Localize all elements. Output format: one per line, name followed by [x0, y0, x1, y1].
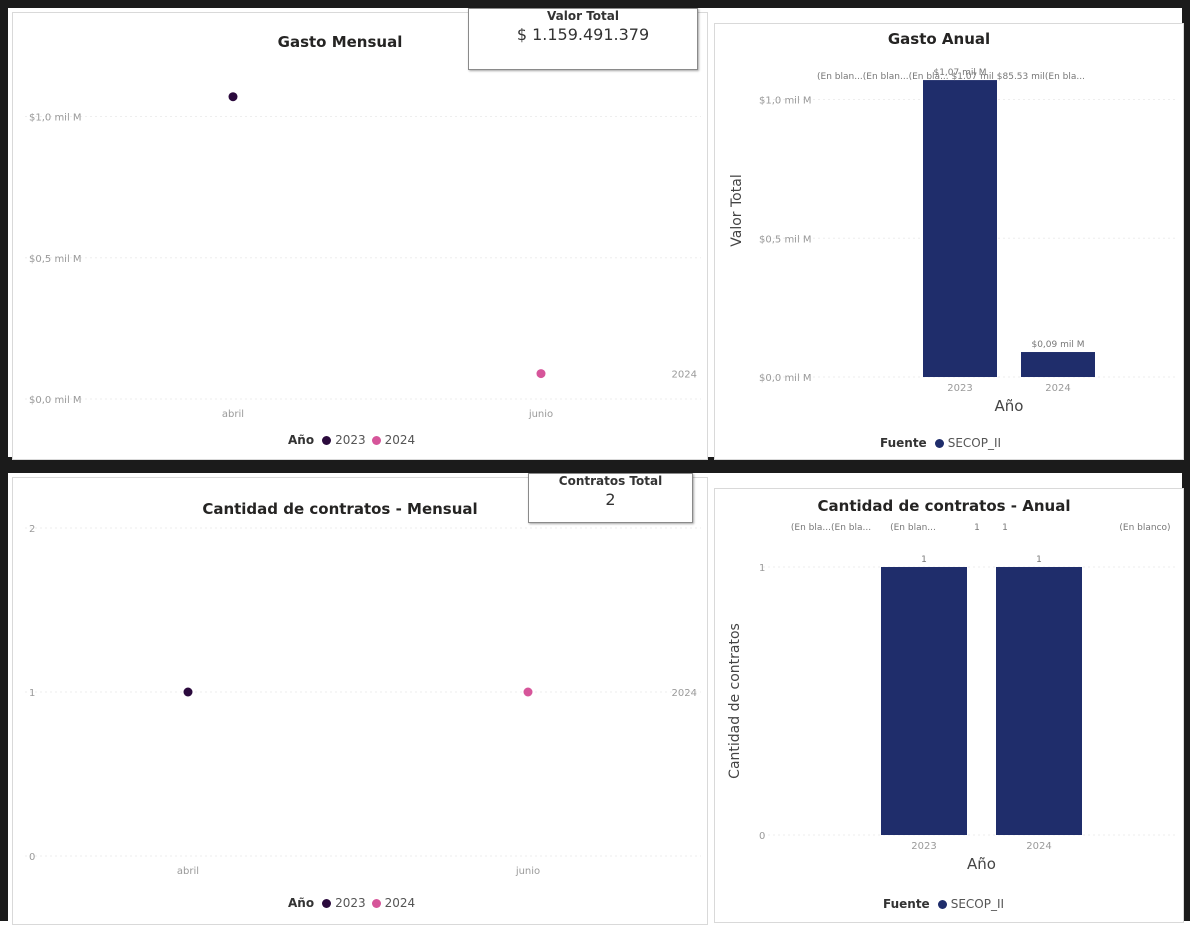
legend-2023-dot	[322, 435, 332, 445]
bar-2024	[996, 567, 1082, 835]
y-tick-label: 0	[29, 852, 35, 863]
x-axis-title: Año	[967, 855, 996, 873]
contratos-mensual-chart: 0 1 2 abril junio 2024	[25, 524, 701, 877]
contratos-anual-panel[interactable]: Cantidad de contratos - Anual 0 1 2023 1 202…	[714, 488, 1184, 923]
gasto-anual-chart: $0,0 mil M $0,5 mil M $1,0 mil M 2023 $1,07 …	[729, 68, 1175, 415]
y-axis-title: Cantidad de contratos	[727, 623, 743, 779]
x-axis-title: Año	[995, 397, 1024, 415]
point-2023	[228, 92, 238, 102]
legend-2024-label[interactable]: 2024	[384, 896, 416, 910]
gasto-anual-legend: Fuente SECOP_II	[880, 436, 1001, 450]
x-tick-label: 2023	[911, 841, 936, 852]
legend-2023-label[interactable]: 2023	[335, 896, 366, 910]
x-tick-label: abril	[222, 409, 244, 420]
x-tick-label: 2024	[1045, 383, 1070, 394]
legend-title: Fuente	[883, 897, 930, 911]
contratos-mensual-legend: Año 2023 2024	[288, 896, 415, 910]
legend-secop-dot	[934, 438, 944, 448]
legend-2024-label[interactable]: 2024	[384, 433, 416, 447]
valor-total-card[interactable]: Valor Total $ 1.159.491.379	[468, 8, 698, 70]
bar-2024	[1021, 352, 1095, 377]
data-labels-row: (En blan...(En blan...(En bla... $1.07 m…	[817, 72, 1085, 82]
bar-2023	[881, 567, 967, 835]
point-2024	[536, 369, 546, 379]
legend-2023-label[interactable]: 2023	[335, 433, 366, 447]
x-tick-label: junio	[528, 409, 553, 420]
contratos-total-card[interactable]: Contratos Total 2	[528, 473, 693, 523]
y-tick-label: 1	[759, 563, 765, 574]
data-labels-row-item: (En blan...	[890, 523, 936, 533]
data-labels-row-item: 1	[1002, 523, 1008, 533]
gasto-mensual-panel[interactable]: Gasto Mensual $0,0 mil M $0,5 mil M $1,0 m…	[12, 12, 708, 460]
bar-data-label: 1	[921, 555, 927, 565]
legend-title: Año	[288, 433, 315, 447]
bar-2023	[923, 80, 997, 377]
series-end-label: 2024	[672, 688, 697, 699]
contratos-mensual-panel[interactable]: Cantidad de contratos - Mensual 0 1 2 abril…	[12, 477, 708, 925]
y-tick-label: $0,5 mil M	[759, 234, 812, 245]
data-labels-row-item: (En blanco)	[1119, 523, 1170, 533]
legend-2023-dot	[322, 898, 332, 908]
point-2023	[183, 687, 193, 697]
y-tick-label: $1,0 mil M	[29, 113, 82, 124]
bottom-section-frame: Cantidad de contratos - Mensual 0 1 2 abril…	[0, 465, 1190, 925]
valor-total-value: $ 1.159.491.379	[516, 25, 650, 44]
series-end-label: 2024	[672, 370, 697, 381]
legend-title: Año	[288, 896, 315, 910]
point-2024	[523, 687, 533, 697]
gasto-mensual-legend: Año 2023 2024	[288, 433, 415, 447]
legend-title: Fuente	[880, 436, 927, 450]
contratos-total-label: Contratos Total	[558, 474, 663, 488]
contratos-anual-title: Cantidad de contratos - Anual	[817, 497, 1071, 515]
y-tick-label: 1	[29, 688, 35, 699]
legend-secop-label[interactable]: SECOP_II	[950, 897, 1005, 911]
gasto-mensual-chart: $0,0 mil M $0,5 mil M $1,0 mil M abril junio…	[25, 92, 701, 420]
valor-total-label: Valor Total	[547, 9, 619, 23]
gasto-anual-panel[interactable]: Gasto Anual $0,0 mil M $0,5 mil M $1,0 mil…	[714, 23, 1184, 460]
legend-2024-dot	[371, 435, 381, 445]
legend-secop-label[interactable]: SECOP_II	[947, 436, 1002, 450]
legend-secop-dot	[937, 899, 947, 909]
contratos-total-value: 2	[605, 490, 616, 509]
y-tick-label: $0,0 mil M	[759, 373, 812, 384]
legend-2024-dot	[371, 898, 381, 908]
x-tick-label: junio	[515, 866, 540, 877]
contratos-mensual-title: Cantidad de contratos - Mensual	[202, 500, 478, 518]
y-tick-label: 0	[759, 831, 765, 842]
y-tick-label: $0,5 mil M	[29, 254, 82, 265]
bar-data-label: $0,09 mil M	[1031, 340, 1084, 350]
bar-data-label: 1	[1036, 555, 1042, 565]
y-tick-label: 2	[29, 524, 35, 535]
data-labels-row-item: (En bla...(En bla...	[791, 523, 871, 533]
top-section-frame: Gasto Mensual $0,0 mil M $0,5 mil M $1,0 m…	[0, 0, 1190, 465]
x-tick-label: abril	[177, 866, 199, 877]
x-tick-label: 2024	[1026, 841, 1051, 852]
gasto-mensual-title: Gasto Mensual	[277, 33, 403, 51]
x-tick-label: 2023	[947, 383, 972, 394]
y-axis-title: Valor Total	[729, 174, 745, 246]
data-labels-row-item: 1	[974, 523, 980, 533]
gasto-anual-title: Gasto Anual	[887, 30, 991, 48]
contratos-anual-legend: Fuente SECOP_II	[883, 897, 1004, 911]
y-tick-label: $1,0 mil M	[759, 96, 812, 107]
contratos-anual-chart: 0 1 2023 1 2024 1 Año Cantidad de contratos (En …	[727, 523, 1175, 873]
bar-data-label: $1,07 mil M	[933, 68, 986, 78]
y-tick-label: $0,0 mil M	[29, 395, 82, 406]
